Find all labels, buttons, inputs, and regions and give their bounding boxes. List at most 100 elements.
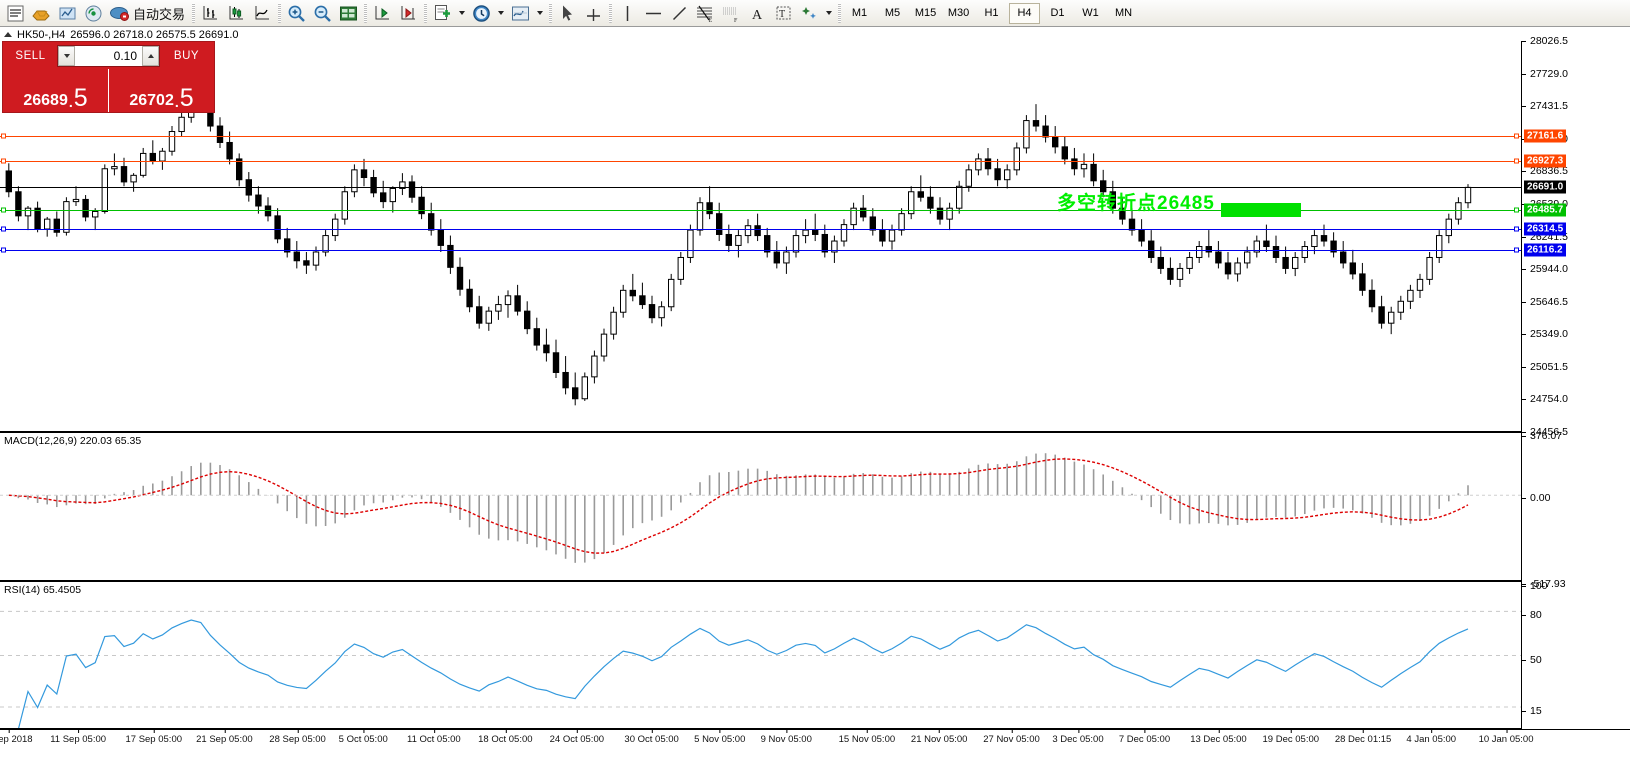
time-axis-tick: 30 Oct 05:00 <box>624 730 679 745</box>
chart-area[interactable]: 多空转折点26485 MACD(12,26,9) 220.03 65.35 RS… <box>0 35 1630 766</box>
timeframe-m1[interactable]: M1 <box>851 7 868 19</box>
line-chart-icon[interactable] <box>249 1 275 25</box>
signals-icon[interactable] <box>80 1 106 25</box>
price-line-resistance[interactable] <box>0 161 1521 163</box>
price-line-handle[interactable] <box>1 207 6 213</box>
macd-pane[interactable]: MACD(12,26,9) 220.03 65.35 <box>0 432 1521 581</box>
price-tag-resistance[interactable]: 26927.3 <box>1524 154 1567 168</box>
crosshair-icon[interactable] <box>580 1 606 25</box>
time-axis-tick: 24 Oct 05:00 <box>550 730 604 745</box>
price-tag-support[interactable]: 26314.5 <box>1524 222 1567 235</box>
price-pane[interactable]: 多空转折点26485 <box>0 41 1521 432</box>
timeframe-w1[interactable]: W1 <box>1082 7 1099 19</box>
price-line-handle[interactable] <box>1514 226 1519 231</box>
period-dropdown-icon[interactable] <box>494 1 507 25</box>
data-window-icon[interactable] <box>335 1 361 25</box>
period-icon[interactable] <box>468 1 494 25</box>
rsi-label: RSI(14) 65.4505 <box>4 584 82 596</box>
price-tag-pivot[interactable]: 26485.7 <box>1524 203 1567 217</box>
symbol-info-line: HK50-,H4 26596.0 26718.0 26575.5 26691.0 <box>0 28 1630 41</box>
price-line-handle[interactable] <box>1514 247 1519 253</box>
buy-price[interactable]: 26702 . 5 <box>109 69 214 112</box>
zoom-in-icon[interactable] <box>283 1 309 25</box>
templates-icon[interactable] <box>507 1 533 25</box>
timeframe-m15[interactable]: M15 <box>914 7 937 19</box>
svg-text:F: F <box>734 18 738 23</box>
price-line-support[interactable] <box>0 228 1521 230</box>
timeframe-d1[interactable]: D1 <box>1050 7 1065 19</box>
rsi-pane[interactable]: RSI(14) 65.4505 <box>0 581 1521 729</box>
price-line-handle[interactable] <box>1514 133 1519 139</box>
price-line-handle[interactable] <box>1 226 6 231</box>
time-axis-tick: 5 Nov 05:00 <box>694 730 745 745</box>
zoom-out-icon[interactable] <box>309 1 335 25</box>
vertical-line-icon[interactable] <box>614 1 640 25</box>
auto-scroll-icon[interactable] <box>369 1 395 25</box>
text-label-icon[interactable]: A <box>744 1 770 25</box>
price-line-last-price[interactable] <box>0 187 1521 189</box>
timeframe-h1[interactable]: H1 <box>984 7 999 19</box>
timeframe-h4[interactable]: H4 <box>1009 2 1041 24</box>
time-axis[interactable]: 6 Sep 2018 11 Sep 05:00 17 Sep 05:00 21 Sep… <box>0 729 1630 766</box>
cloud-alert-icon[interactable] <box>106 1 132 25</box>
gold-bars-icon[interactable] <box>28 1 54 25</box>
price-tag-resistance[interactable]: 27161.6 <box>1524 129 1567 143</box>
price-tag-support[interactable]: 26116.2 <box>1524 243 1566 257</box>
price-axis[interactable]: 28026.527729.027431.527134.026836.526539… <box>1521 35 1630 739</box>
timeframe-m5[interactable]: M5 <box>884 7 901 19</box>
svg-text:A: A <box>752 8 763 23</box>
price-line-resistance[interactable] <box>0 135 1521 137</box>
price-axis-tick: 25944.0 <box>1522 263 1568 275</box>
price-line-handle[interactable] <box>1 247 6 253</box>
equidistant-channel-icon[interactable]: F <box>718 1 744 25</box>
market-watch-icon[interactable] <box>54 1 80 25</box>
timeframe-m30[interactable]: M30 <box>947 7 970 19</box>
shapes-dropdown-icon[interactable] <box>822 1 835 25</box>
rsi-axis-tick: 15 <box>1522 705 1542 717</box>
trendline-icon[interactable] <box>666 1 692 25</box>
templates-dropdown-icon[interactable] <box>533 1 546 25</box>
time-axis-tick: 4 Jan 05:00 <box>1406 730 1456 745</box>
cursor-icon[interactable] <box>554 1 580 25</box>
price-line-handle[interactable] <box>1514 207 1519 213</box>
toolbar-separator <box>606 2 614 24</box>
bar-chart-icon[interactable] <box>197 1 223 25</box>
fibonacci-icon[interactable]: E <box>692 1 718 25</box>
text-box-icon[interactable]: T <box>770 1 796 25</box>
chart-shift-icon[interactable] <box>395 1 421 25</box>
one-click-trading-panel[interactable]: SELL 0.10 BUY 26689 . 5 26702 . 5 <box>2 41 215 113</box>
collapse-triangle-icon[interactable] <box>4 32 12 37</box>
add-indicator-dropdown-icon[interactable] <box>455 1 468 25</box>
buy-price-frac: 5 <box>179 83 194 112</box>
sell-price[interactable]: 26689 . 5 <box>3 69 109 112</box>
time-axis-tick: 11 Sep 05:00 <box>50 730 106 745</box>
price-axis-tick: 25646.5 <box>1522 296 1568 308</box>
price-line-handle[interactable] <box>1 133 6 139</box>
volume-increment-icon[interactable] <box>142 45 159 66</box>
price-line-handle[interactable] <box>1514 158 1519 164</box>
rsi-axis-tick: 50 <box>1522 654 1542 666</box>
add-indicator-icon[interactable] <box>429 1 455 25</box>
sell-button[interactable]: SELL <box>15 49 46 62</box>
timeframe-mn[interactable]: MN <box>1114 7 1133 19</box>
price-tag-last-price[interactable]: 26691.0 <box>1524 180 1567 194</box>
symbol-ohlc: 26596.0 26718.0 26575.5 26691.0 <box>70 28 239 41</box>
price-axis-tick: 24456.5 <box>1522 426 1568 438</box>
buy-button[interactable]: BUY <box>173 49 200 62</box>
candlestick-chart-icon[interactable] <box>223 1 249 25</box>
price-line-support[interactable] <box>0 250 1521 252</box>
auto-trading-label[interactable]: 自动交易 <box>133 6 186 22</box>
time-axis-tick: 9 Nov 05:00 <box>761 730 812 745</box>
price-line-pivot[interactable] <box>0 209 1521 211</box>
order-book-icon[interactable] <box>2 1 28 25</box>
horizontal-line-icon[interactable] <box>640 1 666 25</box>
annotation-highlight-box <box>1221 202 1301 217</box>
trade-panel-top: SELL 0.10 BUY <box>3 42 214 69</box>
volume-field[interactable]: 0.10 <box>57 44 160 67</box>
price-axis-tick: 27729.0 <box>1522 68 1568 80</box>
time-axis-tick: 28 Dec 01:15 <box>1335 730 1391 745</box>
volume-decrement-icon[interactable] <box>58 45 75 66</box>
shapes-icon[interactable] <box>796 1 822 25</box>
volume-value[interactable]: 0.10 <box>113 48 137 63</box>
price-line-handle[interactable] <box>1 158 6 164</box>
